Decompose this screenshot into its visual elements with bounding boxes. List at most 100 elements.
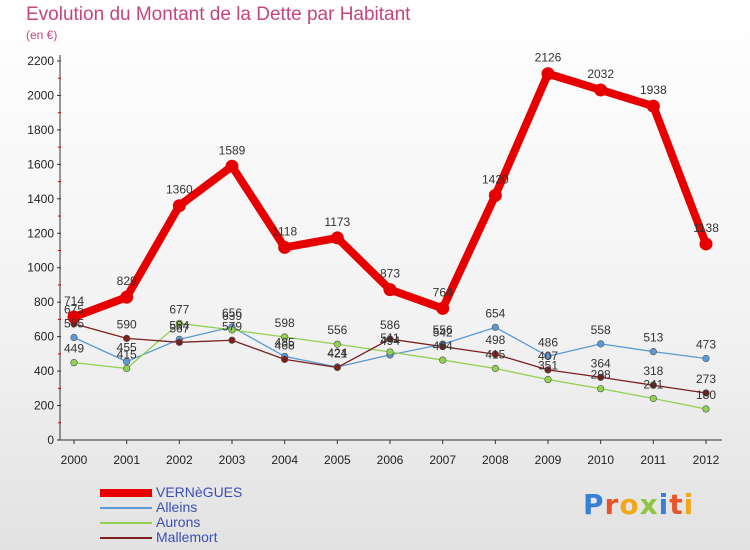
data-point bbox=[597, 340, 605, 348]
data-label: 829 bbox=[117, 274, 137, 288]
data-label: 590 bbox=[117, 317, 137, 331]
data-point bbox=[386, 335, 394, 343]
data-point bbox=[123, 364, 131, 373]
x-tick-label: 2004 bbox=[271, 453, 298, 467]
data-label: 584 bbox=[169, 318, 189, 332]
legend-item: Aurons bbox=[100, 514, 400, 530]
data-label: 498 bbox=[485, 333, 505, 347]
data-label: 1173 bbox=[324, 215, 350, 229]
data-label: 677 bbox=[169, 302, 189, 316]
data-label: 421 bbox=[327, 346, 347, 360]
y-tick-label: 1600 bbox=[27, 157, 54, 171]
data-label: 556 bbox=[327, 323, 347, 337]
y-tick-label: 600 bbox=[34, 330, 54, 344]
data-point bbox=[649, 348, 657, 356]
data-label: 1118 bbox=[272, 224, 297, 238]
data-point bbox=[544, 366, 552, 374]
data-point bbox=[699, 237, 713, 251]
data-label: 579 bbox=[222, 319, 242, 333]
data-label: 511 bbox=[380, 331, 399, 345]
data-point bbox=[597, 373, 605, 381]
data-label: 473 bbox=[696, 338, 716, 352]
logo-letter: i bbox=[658, 488, 670, 521]
y-tick-label: 400 bbox=[34, 364, 54, 378]
x-tick-label: 2006 bbox=[377, 453, 404, 467]
legend-item: Alleins bbox=[100, 499, 400, 515]
data-point bbox=[649, 381, 657, 389]
logo-letter: x bbox=[639, 488, 659, 521]
data-point bbox=[488, 188, 502, 202]
data-label: 714 bbox=[64, 294, 84, 308]
x-tick-label: 2005 bbox=[324, 453, 351, 467]
data-point bbox=[67, 310, 81, 324]
data-point bbox=[594, 83, 608, 97]
data-point bbox=[225, 159, 239, 173]
legend-item: Mallemort bbox=[100, 529, 400, 545]
data-label: 598 bbox=[275, 316, 295, 330]
legend-label: VERNèGUES bbox=[156, 484, 243, 500]
data-label: 654 bbox=[485, 306, 505, 320]
data-label: 486 bbox=[538, 335, 558, 349]
data-label: 1138 bbox=[693, 221, 719, 235]
data-point bbox=[702, 405, 710, 413]
logo-letter: o bbox=[619, 488, 640, 521]
data-point bbox=[330, 231, 344, 245]
data-point bbox=[278, 240, 292, 254]
data-point bbox=[544, 352, 552, 360]
data-label: 455 bbox=[117, 341, 137, 355]
data-label: 407 bbox=[538, 349, 558, 363]
legend-item: VERNèGUES bbox=[100, 484, 400, 500]
legend-swatch bbox=[100, 522, 152, 524]
y-tick-label: 200 bbox=[34, 399, 54, 413]
data-point bbox=[491, 350, 499, 358]
x-tick-label: 2012 bbox=[693, 453, 720, 467]
data-label: 485 bbox=[275, 335, 295, 349]
data-point bbox=[123, 334, 131, 342]
data-point bbox=[70, 333, 78, 342]
x-tick-label: 2000 bbox=[61, 453, 88, 467]
y-tick-label: 2200 bbox=[27, 54, 54, 68]
y-tick-label: 1400 bbox=[27, 192, 54, 206]
data-label: 1360 bbox=[166, 183, 193, 197]
data-point bbox=[436, 301, 450, 315]
data-point bbox=[281, 333, 289, 341]
data-label: 567 bbox=[169, 321, 189, 335]
data-label: 639 bbox=[222, 309, 242, 323]
data-point bbox=[175, 338, 183, 346]
logo-letter: r bbox=[604, 488, 620, 521]
data-label: 656 bbox=[222, 306, 242, 320]
data-point bbox=[333, 340, 341, 348]
data-label: 558 bbox=[591, 323, 611, 337]
data-label: 424 bbox=[327, 346, 347, 360]
data-point bbox=[70, 359, 78, 367]
x-tick-label: 2001 bbox=[113, 453, 140, 467]
data-label: 241 bbox=[643, 377, 663, 391]
x-tick-label: 2009 bbox=[535, 453, 562, 467]
y-tick-label: 1000 bbox=[27, 261, 54, 275]
proxiti-logo: Proxiti bbox=[583, 488, 694, 521]
data-point bbox=[228, 326, 236, 334]
data-point bbox=[120, 290, 134, 304]
data-label: 273 bbox=[696, 372, 716, 386]
data-label: 1420 bbox=[482, 172, 509, 186]
data-label: 415 bbox=[485, 348, 505, 362]
data-label: 586 bbox=[380, 318, 400, 332]
x-tick-label: 2002 bbox=[166, 453, 193, 467]
y-tick-label: 1200 bbox=[27, 226, 54, 240]
x-tick-label: 2011 bbox=[640, 453, 666, 467]
data-label: 364 bbox=[591, 356, 611, 370]
data-point bbox=[333, 363, 341, 372]
logo-letter: i bbox=[683, 488, 695, 521]
data-point bbox=[439, 356, 447, 364]
data-point bbox=[175, 319, 183, 327]
data-label: 764 bbox=[433, 285, 453, 299]
data-point bbox=[702, 354, 710, 363]
x-tick-label: 2007 bbox=[429, 453, 456, 467]
legend-swatch bbox=[100, 489, 152, 497]
data-point bbox=[386, 348, 394, 356]
data-label: 318 bbox=[643, 364, 663, 378]
data-label: 415 bbox=[117, 348, 137, 362]
data-point bbox=[646, 99, 660, 113]
legend-swatch bbox=[100, 537, 152, 539]
y-tick-label: 1800 bbox=[27, 123, 54, 137]
